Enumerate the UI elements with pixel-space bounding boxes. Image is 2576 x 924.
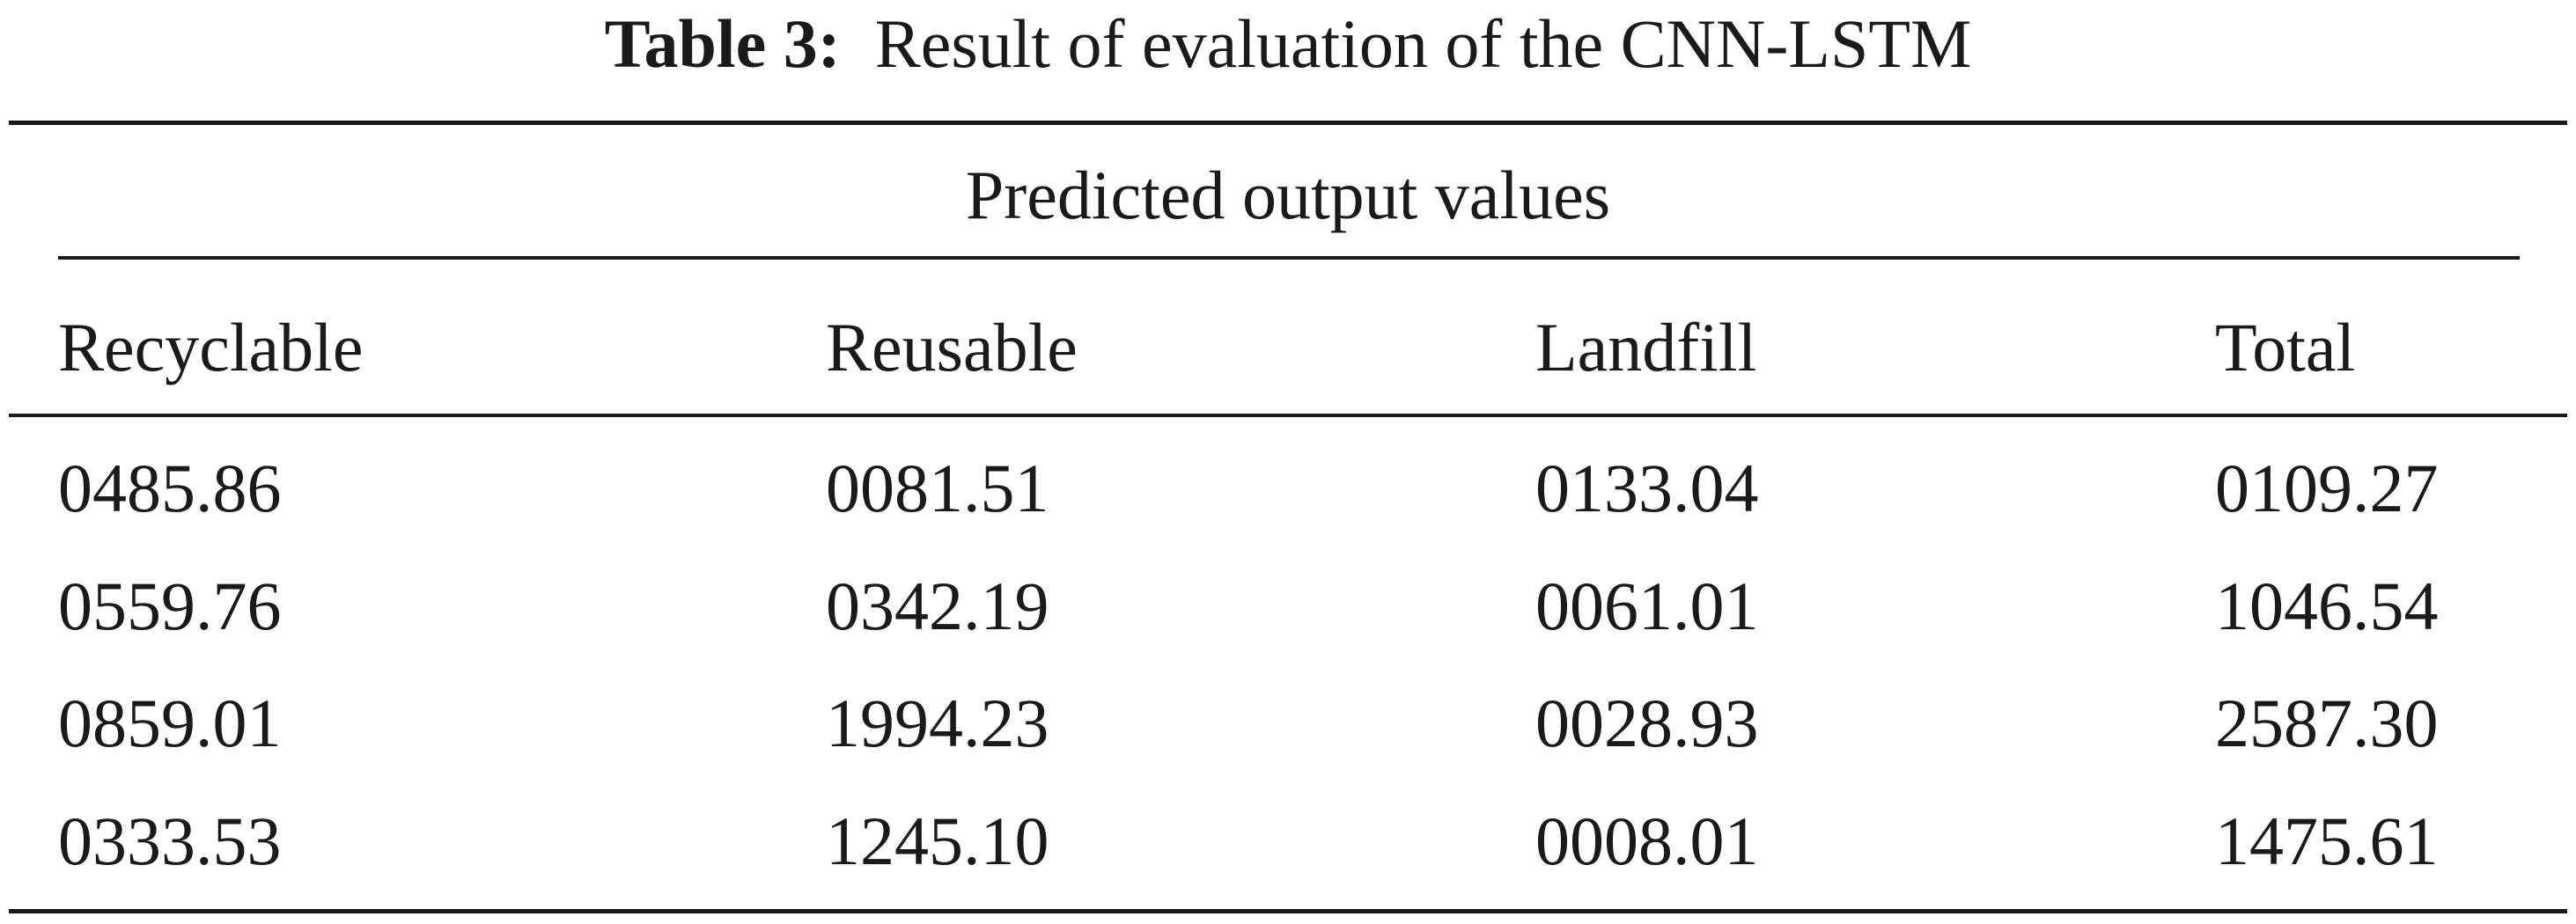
table-cell: 1245.10 xyxy=(826,803,1049,879)
header-rule xyxy=(9,414,2567,417)
table-cell: 0559.76 xyxy=(58,568,282,644)
group-header-rule xyxy=(58,256,2520,260)
table-cell: 0333.53 xyxy=(58,803,282,879)
table-cell: 1994.23 xyxy=(826,685,1049,761)
group-header: Predicted output values xyxy=(965,157,1611,233)
table-caption: Table 3: Result of evaluation of the CNN… xyxy=(0,0,2576,88)
column-header-reusable: Reusable xyxy=(826,309,1078,385)
table-cell: 1475.61 xyxy=(2215,803,2439,879)
bottom-rule xyxy=(9,909,2567,913)
table-cell: 2587.30 xyxy=(2215,685,2439,761)
table-cell: 0485.86 xyxy=(58,450,282,526)
table-caption-label: Table 3: xyxy=(604,5,841,82)
table-cell: 0081.51 xyxy=(826,450,1049,526)
table-cell: 0008.01 xyxy=(1535,803,1759,879)
table-cell: 0061.01 xyxy=(1535,568,1759,644)
table-cell: 0109.27 xyxy=(2215,450,2439,526)
table-cell: 0028.93 xyxy=(1535,685,1759,761)
top-rule xyxy=(9,121,2567,125)
column-header-recyclable: Recyclable xyxy=(58,309,364,385)
table-cell: 0342.19 xyxy=(826,568,1049,644)
table-cell: 0133.04 xyxy=(1535,450,1759,526)
table-cell: 0859.01 xyxy=(58,685,282,761)
table-caption-text: Result of evaluation of the CNN-LSTM xyxy=(874,5,1972,82)
column-header-landfill: Landfill xyxy=(1535,309,1757,385)
table-cell: 1046.54 xyxy=(2215,568,2439,644)
column-header-total: Total xyxy=(2215,309,2356,385)
